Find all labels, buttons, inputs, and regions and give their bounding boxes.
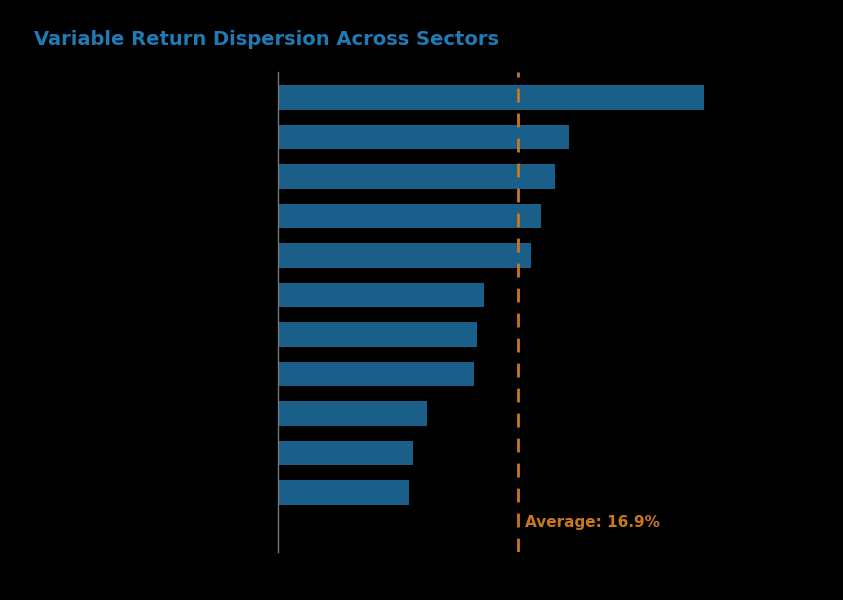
Bar [278, 164, 555, 189]
Bar [278, 362, 474, 386]
Bar [278, 244, 531, 268]
Bar [278, 125, 569, 149]
Bar [278, 322, 477, 347]
Bar [278, 85, 704, 110]
Bar [278, 204, 541, 229]
Bar [278, 481, 409, 505]
Bar [278, 441, 413, 466]
Text: Variable Return Dispersion Across Sectors: Variable Return Dispersion Across Sector… [34, 30, 499, 49]
Bar [278, 401, 427, 426]
Bar [278, 283, 484, 307]
Text: Average: 16.9%: Average: 16.9% [525, 515, 660, 530]
